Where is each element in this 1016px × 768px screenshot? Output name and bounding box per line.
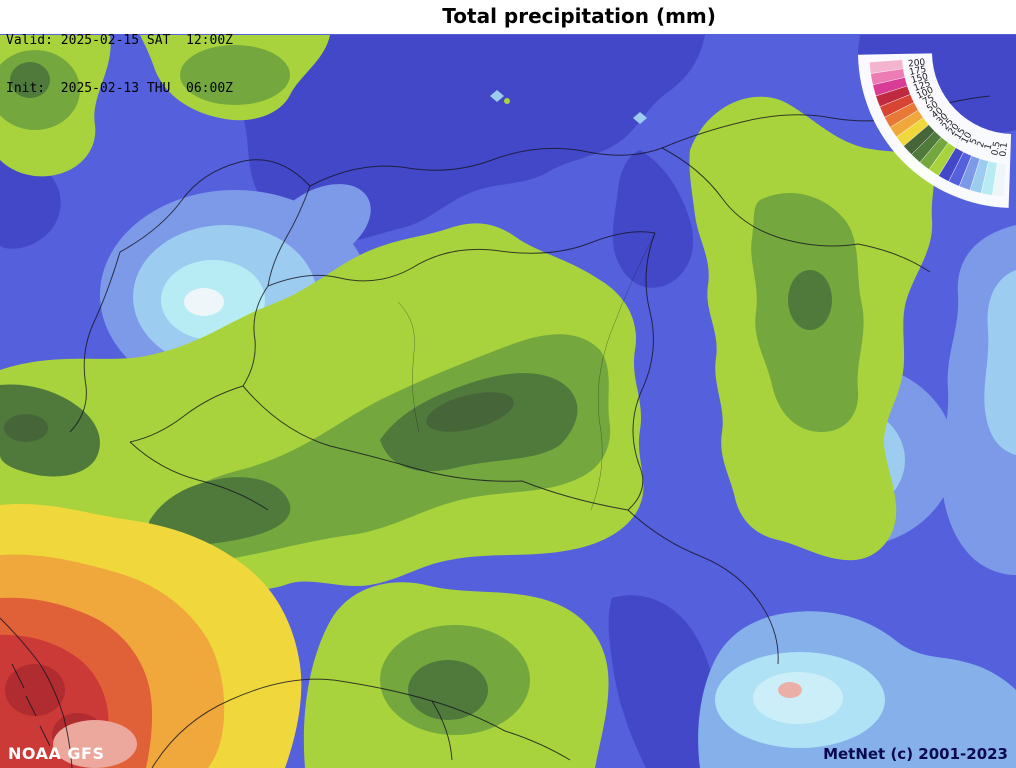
region-bottom-dark-blue: [608, 595, 717, 768]
coastline-islands: [11, 663, 51, 747]
model-label: NOAA GFS: [8, 744, 105, 763]
region-green-nw-a-dark: [10, 62, 50, 98]
region-green-nw-b-core: [180, 45, 290, 105]
region-bottom-right-spot: [778, 682, 802, 698]
legend-value: 200: [908, 58, 926, 70]
region-west-dark-green: [148, 477, 291, 545]
region-mid-dark-blue: [612, 150, 694, 288]
border-hr-rs: [431, 700, 571, 761]
region-heavy-dark-red-a: [5, 664, 65, 716]
border-hu-east: [627, 232, 656, 511]
coastline-adriatic: [0, 617, 73, 768]
speck-light-blue-b: [633, 112, 647, 124]
region-left-olive: [4, 414, 48, 442]
header-bar: Valid: 2025-02-15 SAT 12:00Z Init: 2025-…: [0, 0, 1016, 96]
border-hu-south: [242, 385, 629, 511]
region-min-west-core: [184, 288, 224, 316]
speck-light-blue-a: [490, 90, 504, 102]
legend-value: 150: [910, 72, 929, 86]
border-cz-at: [119, 159, 311, 253]
run-times: Valid: 2025-02-15 SAT 12:00Z Init: 2025-…: [6, 1, 233, 129]
country-borders: [0, 95, 991, 768]
region-central-olive: [426, 392, 514, 432]
border-ua-ro: [661, 147, 931, 273]
region-bottom-right-pale: [753, 672, 843, 724]
valid-time: Valid: 2025-02-15 SAT 12:00Z: [6, 33, 233, 48]
legend-swatch: [992, 162, 1007, 197]
border-hu-west: [242, 285, 269, 387]
river-tisza: [590, 232, 656, 511]
border-hu-north: [267, 231, 656, 287]
region-right-edge-lighter: [984, 270, 1016, 455]
river-danube: [397, 301, 420, 433]
legend-value: 75: [921, 93, 936, 107]
region-east-green-dark: [788, 270, 832, 330]
credit-label: MetNet (c) 2001-2023: [823, 745, 1008, 763]
legend-value: 0.1: [999, 142, 1011, 157]
legend-value: 5: [969, 137, 980, 146]
legend-value: 2: [976, 140, 987, 149]
speck-green: [504, 98, 510, 104]
region-heavy-pink-core: [53, 720, 137, 768]
border-sk-west: [267, 185, 311, 287]
border-at-si: [129, 385, 244, 443]
init-time: Init: 2025-02-13 THU 06:00Z: [6, 81, 233, 96]
border-hr-ba: [151, 678, 506, 768]
border-at-alps: [69, 251, 121, 433]
precip-field: [0, 34, 1016, 768]
rivers: [397, 232, 656, 511]
region-left-dark-green: [0, 384, 100, 477]
map-title: Total precipitation (mm): [442, 4, 716, 28]
border-rs-ro: [627, 509, 779, 665]
legend-value: 10: [960, 131, 974, 146]
legend-value: 1: [983, 143, 994, 151]
border-pl-sk: [309, 147, 663, 187]
legend-value: 0.5: [990, 141, 1003, 157]
legend-value: 175: [909, 65, 928, 78]
region-bottom-green-dark: [408, 660, 488, 720]
border-si-hr: [129, 441, 269, 511]
